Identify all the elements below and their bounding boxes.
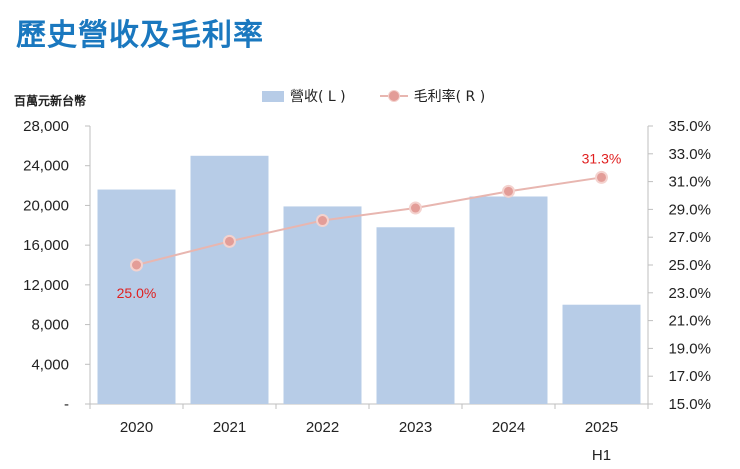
legend-line-swatch [379, 90, 408, 102]
revenue-bar [376, 227, 455, 404]
legend-item-revenue: 營收( L ) [262, 86, 346, 106]
right-tick-label: 25.0% [668, 257, 711, 274]
x-tick-sublabel: H1 [592, 447, 611, 464]
margin-point [595, 170, 608, 184]
revenue-bar [469, 196, 548, 404]
margin-point [316, 214, 329, 228]
x-tick-label: 2024 [492, 419, 525, 436]
x-tick-label: 2023 [399, 419, 432, 436]
left-tick-label: 8,000 [31, 317, 69, 334]
revenue-bar [562, 304, 641, 404]
left-tick-label: 28,000 [23, 118, 69, 135]
page-title: 歷史營收及毛利率 [16, 18, 264, 53]
margin-point [409, 201, 422, 215]
margin-point [130, 258, 143, 272]
right-tick-label: 23.0% [668, 285, 711, 302]
margin-point [502, 184, 515, 198]
margin-line [136, 176, 602, 266]
revenue-bar [97, 189, 176, 404]
right-tick-label: 35.0% [668, 118, 711, 135]
axis-unit-label: 百萬元新台幣 [14, 94, 87, 108]
legend-revenue-label: 營收( L ) [290, 89, 346, 105]
left-tick-label: - [64, 396, 69, 413]
right-tick-label: 19.0% [668, 340, 711, 357]
chart-legend: 營收( L ) 毛利率( R ) [262, 86, 519, 106]
right-tick-label: 33.0% [668, 146, 711, 163]
left-tick-label: 20,000 [23, 197, 69, 214]
x-tick-label: 2021 [213, 419, 246, 436]
margin-data-label: 25.0% [117, 285, 157, 301]
margin-data-label: 31.3% [582, 150, 622, 166]
left-tick-label: 16,000 [23, 237, 69, 254]
margin-point [223, 234, 236, 248]
legend-margin-label: 毛利率( R ) [413, 89, 486, 105]
x-tick-label: 2025 [585, 419, 618, 436]
revenue-bar [283, 206, 362, 404]
right-tick-label: 27.0% [668, 229, 711, 246]
left-tick-label: 4,000 [31, 356, 69, 373]
revenue-bar [190, 155, 269, 404]
right-tick-label: 15.0% [668, 396, 711, 413]
right-tick-label: 29.0% [668, 201, 711, 218]
right-tick-label: 21.0% [668, 313, 711, 330]
left-tick-label: 24,000 [23, 158, 69, 175]
legend-bar-swatch [262, 90, 284, 102]
x-tick-label: 2022 [306, 419, 339, 436]
legend-item-margin: 毛利率( R ) [379, 86, 486, 106]
right-tick-label: 31.0% [668, 174, 711, 191]
x-tick-label: 2020 [120, 419, 153, 436]
right-tick-label: 17.0% [668, 368, 711, 385]
left-tick-label: 12,000 [23, 277, 69, 294]
